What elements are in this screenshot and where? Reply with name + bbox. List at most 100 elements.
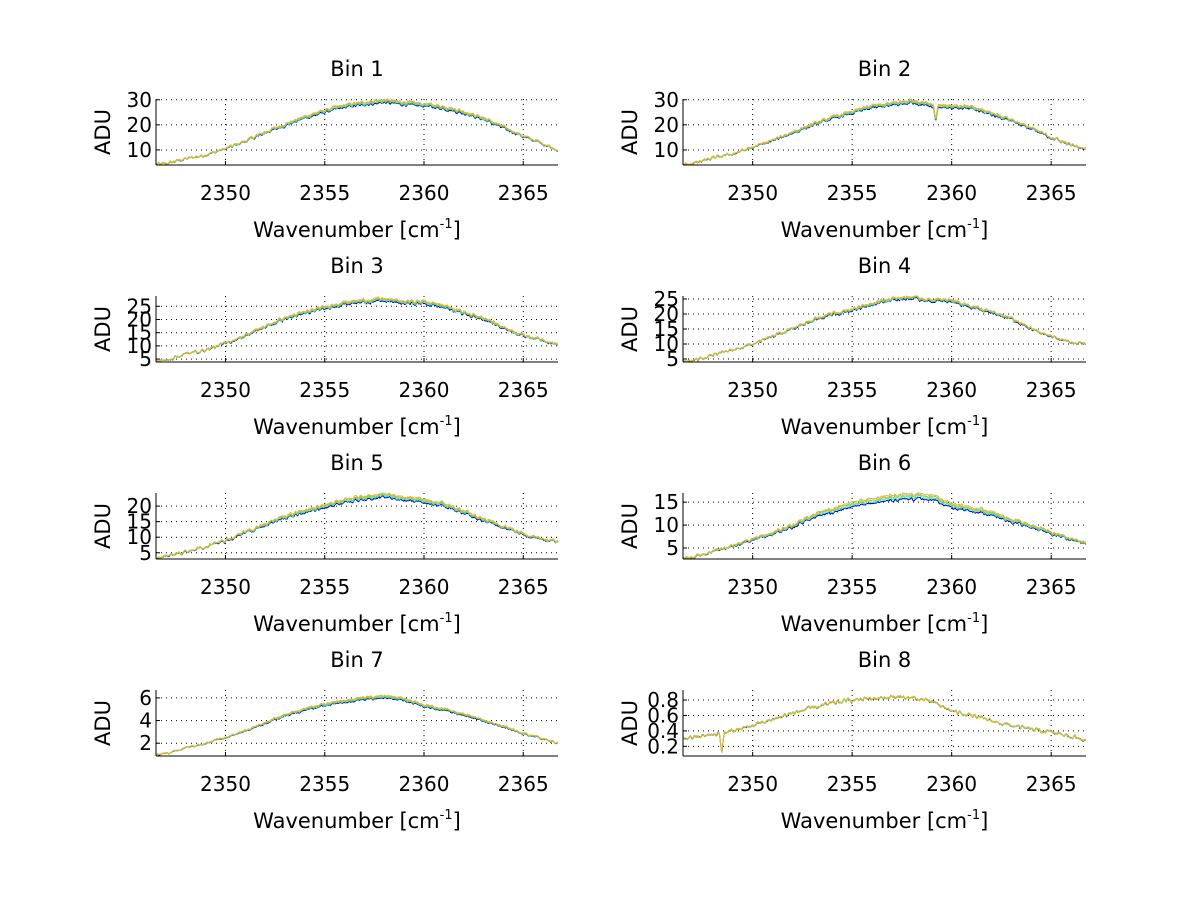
x-axis-label-superscript: -1 — [967, 808, 980, 823]
x-tick-label: 2360 — [926, 378, 977, 402]
subplot-title: Bin 5 — [330, 451, 384, 475]
series-line-2 — [682, 694, 1087, 753]
x-tick-label: 2360 — [399, 181, 450, 205]
y-tick-label: 5 — [666, 347, 679, 371]
y-axis-label: ADU — [618, 306, 642, 352]
series-line-2 — [155, 696, 559, 756]
series-line-4 — [155, 296, 559, 363]
y-tick-label: 15 — [654, 490, 679, 514]
x-axis-label-superscript: -1 — [440, 611, 453, 626]
y-tick-label: 25 — [654, 287, 679, 311]
series-line-4 — [155, 492, 558, 560]
y-tick-label: 10 — [127, 525, 152, 549]
y-tick-label: 5 — [139, 541, 152, 565]
y-tick-label: 10 — [127, 138, 152, 162]
y-tick-label: 0.8 — [647, 688, 679, 712]
x-tick-label: 2350 — [727, 181, 778, 205]
y-tick-label: 10 — [654, 332, 679, 356]
x-axis-label-superscript: -1 — [440, 217, 453, 232]
x-axis-label-superscript: -1 — [440, 414, 453, 429]
x-axis-label-suffix: ] — [453, 612, 461, 636]
y-tick-label: 2 — [139, 731, 152, 755]
x-axis-label-text: Wavenumber [cm — [253, 809, 439, 833]
x-tick-label: 2355 — [827, 772, 878, 796]
series-line-1 — [155, 100, 558, 166]
x-axis-label-suffix: ] — [980, 415, 988, 439]
series-line-2 — [155, 494, 558, 560]
y-tick-label: 20 — [127, 494, 152, 518]
y-axis-label: ADU — [91, 700, 115, 746]
x-axis-label-suffix: ] — [980, 612, 988, 636]
series-line-1 — [155, 697, 559, 756]
series-line-1 — [682, 496, 1087, 560]
x-tick-label: 2350 — [200, 378, 251, 402]
x-tick-label: 2350 — [727, 772, 778, 796]
x-tick-label: 2365 — [498, 772, 549, 796]
subplot-title: Bin 3 — [330, 254, 384, 278]
x-axis-label-text: Wavenumber [cm — [253, 218, 439, 242]
series-line-3 — [155, 98, 558, 166]
y-tick-label: 0.6 — [647, 703, 679, 727]
y-tick-label: 20 — [127, 113, 152, 137]
series-line-3 — [155, 297, 559, 363]
y-tick-label: 10 — [654, 138, 679, 162]
y-tick-label: 10 — [127, 334, 152, 358]
y-tick-label: 0.2 — [647, 734, 679, 758]
x-tick-label: 2365 — [1026, 772, 1077, 796]
series-line-4 — [682, 98, 1087, 166]
series-line-1 — [682, 296, 1087, 363]
x-tick-label: 2355 — [827, 575, 878, 599]
series-line-4 — [155, 98, 558, 165]
x-tick-label: 2360 — [399, 772, 450, 796]
x-tick-label: 2355 — [827, 378, 878, 402]
x-tick-label: 2355 — [299, 772, 350, 796]
subplot-title: Bin 8 — [858, 648, 912, 672]
y-tick-label: 4 — [139, 709, 152, 733]
x-axis-label: Wavenumber [cm-1] — [253, 414, 461, 439]
y-tick-label: 5 — [139, 347, 152, 371]
x-axis-label-suffix: ] — [453, 218, 461, 242]
y-tick-label: 30 — [127, 88, 152, 112]
x-axis-label-suffix: ] — [453, 809, 461, 833]
subplot-title: Bin 6 — [858, 451, 912, 475]
series-line-4 — [682, 492, 1087, 559]
x-axis-label-superscript: -1 — [967, 611, 980, 626]
x-tick-label: 2365 — [498, 181, 549, 205]
series-line-3 — [682, 694, 1087, 752]
series-line-4 — [682, 295, 1086, 363]
y-tick-label: 20 — [127, 307, 152, 331]
series-line-2 — [155, 298, 559, 363]
x-tick-label: 2360 — [926, 181, 977, 205]
x-axis-label-text: Wavenumber [cm — [253, 415, 439, 439]
x-axis-label: Wavenumber [cm-1] — [781, 808, 989, 833]
series-line-1 — [682, 695, 1087, 753]
y-tick-label: 6 — [139, 686, 152, 710]
y-tick-label: 5 — [666, 536, 679, 560]
x-tick-label: 2365 — [1026, 575, 1077, 599]
subplot-bin-7: Bin 7 2350 2355 2360 2365 246 ADU Wavenumber [c… — [91, 648, 559, 833]
y-tick-label: 30 — [654, 88, 679, 112]
y-tick-label: 15 — [127, 510, 152, 534]
x-tick-label: 2350 — [200, 772, 251, 796]
x-axis-label: Wavenumber [cm-1] — [253, 808, 461, 833]
series-line-2 — [682, 100, 1087, 166]
y-axis-label: ADU — [618, 109, 642, 155]
x-axis-label-text: Wavenumber [cm — [781, 809, 967, 833]
x-tick-label: 2365 — [1026, 181, 1077, 205]
x-tick-label: 2360 — [926, 772, 977, 796]
y-tick-label: 10 — [654, 513, 679, 537]
x-axis-label-text: Wavenumber [cm — [781, 218, 967, 242]
series-line-4 — [156, 694, 558, 755]
x-axis-label-superscript: -1 — [967, 414, 980, 429]
y-tick-label: 25 — [127, 294, 152, 318]
subplot-title: Bin 7 — [330, 648, 384, 672]
subplot-title: Bin 4 — [858, 254, 912, 278]
series-line-1 — [155, 299, 559, 363]
x-axis-label: Wavenumber [cm-1] — [253, 611, 461, 636]
x-axis-label-suffix: ] — [980, 809, 988, 833]
